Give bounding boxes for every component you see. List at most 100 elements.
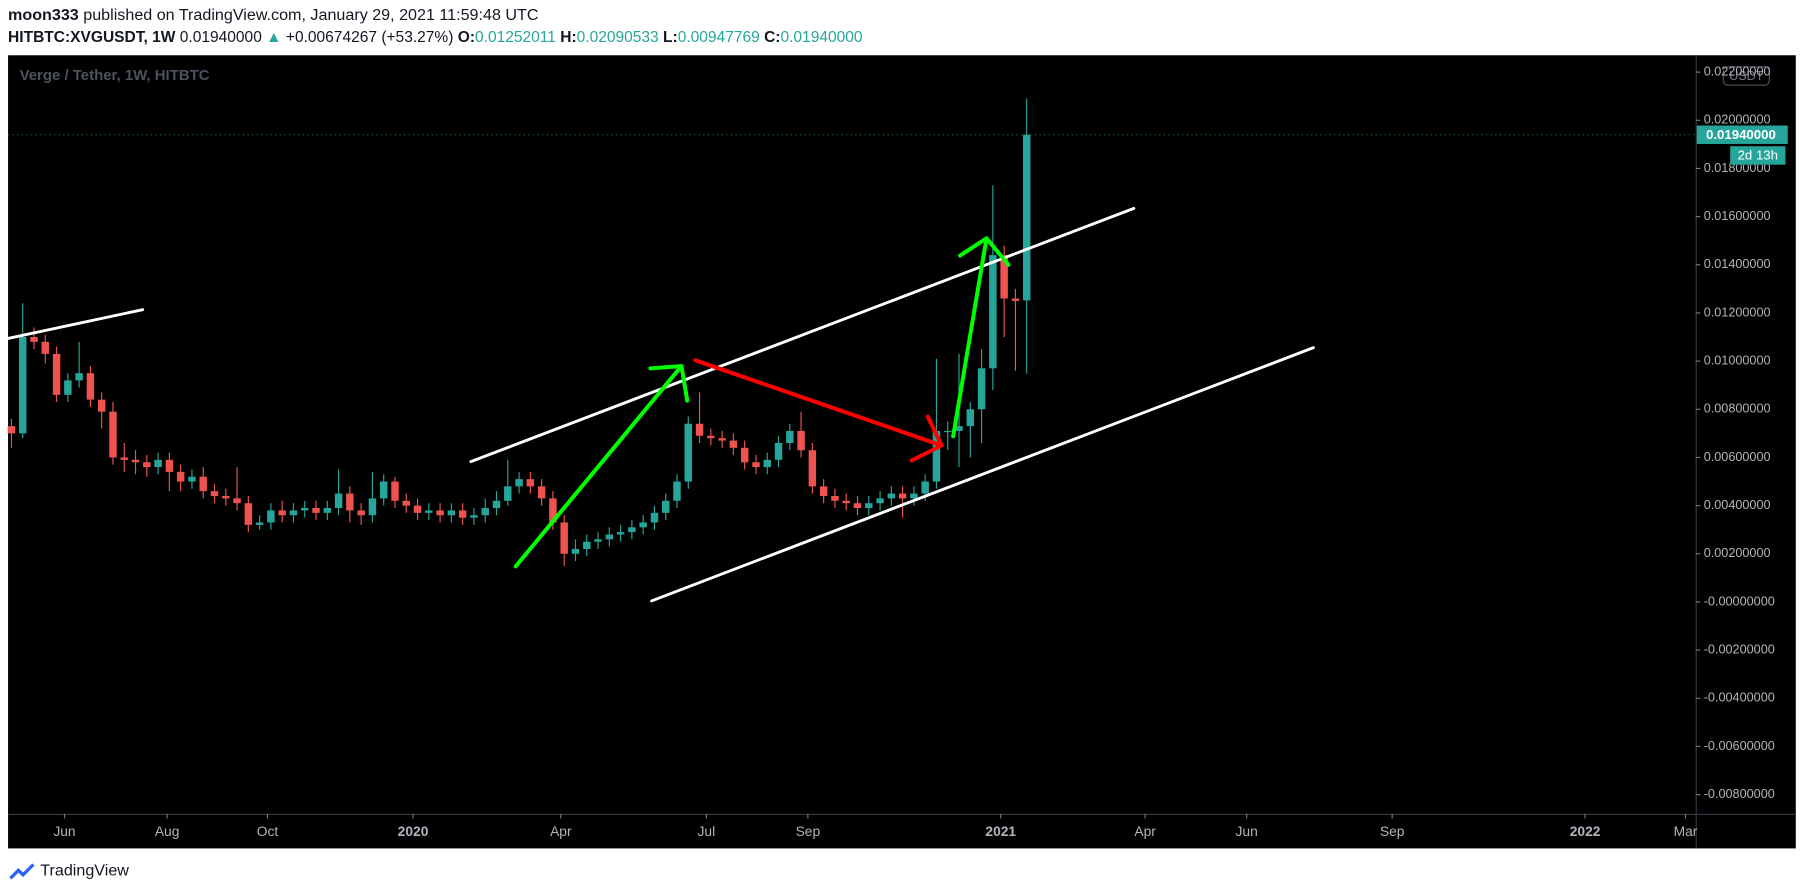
candle-body — [470, 515, 478, 518]
trend-line — [650, 346, 1315, 603]
candle-body — [515, 479, 523, 487]
candle-body — [481, 508, 489, 516]
candle-body — [323, 508, 332, 513]
candle-body — [752, 462, 760, 468]
candle-body — [233, 498, 241, 504]
candle-body — [594, 539, 602, 542]
candle-body — [255, 522, 264, 525]
candle-body — [819, 486, 828, 496]
candle-body — [786, 430, 794, 443]
candle-body — [19, 337, 27, 434]
quote-line: HITBTC:XVGUSDT, 1W 0.01940000 ▲ +0.00674… — [8, 29, 863, 46]
candle-body — [549, 498, 557, 523]
published: published on TradingView.com, January 29… — [83, 6, 539, 24]
chart-background — [8, 55, 1796, 849]
candle-body — [1000, 255, 1008, 299]
candle-body — [853, 503, 862, 509]
y-tick-label: -0.00200000 — [1704, 642, 1775, 656]
x-tick-label: Jun — [1236, 823, 1258, 839]
candle-body — [932, 430, 941, 482]
y-tick-label: 0.01400000 — [1704, 257, 1771, 271]
x-tick-label: Aug — [155, 823, 180, 839]
candle-body — [131, 459, 140, 463]
candle-body — [740, 447, 749, 463]
y-tick-label: 0.02000000 — [1704, 113, 1771, 127]
y-tick-label: 0.01000000 — [1704, 353, 1771, 367]
candle-body — [944, 430, 952, 433]
x-tick-label: Oct — [257, 823, 279, 839]
candle-body — [492, 500, 501, 509]
candle-body — [1011, 298, 1020, 301]
candle-body — [312, 508, 320, 513]
x-tick-label: Apr — [550, 823, 572, 839]
x-tick-label: Jul — [698, 823, 716, 839]
ohlc-label: H: — [560, 29, 576, 46]
symbol: HITBTC:XVGUSDT, 1W — [8, 29, 176, 46]
candle-body — [244, 503, 253, 525]
candle-body — [188, 476, 196, 482]
ohlc-label: L: — [663, 29, 678, 46]
arrow-up — [513, 364, 690, 569]
logo-icon — [9, 863, 35, 880]
candle-body — [673, 481, 681, 501]
candle-body — [86, 373, 95, 400]
candle-body — [797, 430, 805, 451]
y-tick-label: -0.00400000 — [1704, 691, 1775, 705]
candle-body — [887, 493, 896, 499]
candle-body — [425, 510, 433, 513]
candle-body — [661, 500, 670, 513]
candle-body — [334, 493, 343, 509]
candle-body — [413, 505, 422, 513]
candle-body — [165, 459, 174, 472]
candle-body — [301, 508, 309, 511]
candle-body — [154, 459, 162, 468]
arrow-up — [951, 236, 1011, 439]
candle-body — [910, 493, 918, 499]
candle-body — [278, 510, 286, 516]
trend-line — [469, 206, 1136, 464]
arrow-down — [693, 358, 944, 463]
currency: USDT — [1729, 69, 1764, 83]
y-tick-label: 0.00600000 — [1704, 450, 1771, 464]
candle-body — [120, 457, 128, 460]
candle-body — [695, 423, 704, 436]
candle-body — [210, 491, 219, 496]
candle-body — [458, 510, 467, 518]
candle-body — [7, 426, 16, 434]
candle-body — [526, 479, 535, 487]
candle-body — [966, 409, 975, 427]
y-tick-label: -0.00000000 — [1704, 594, 1775, 608]
y-tick-label: 0.00200000 — [1704, 546, 1771, 560]
x-tick-label: 2021 — [985, 823, 1016, 839]
candle-body — [199, 476, 207, 492]
ohlc-value: 0.02090533 — [577, 29, 659, 46]
candle-body — [30, 337, 38, 342]
x-tick-label: 2020 — [398, 823, 429, 839]
x-tick-label: Jun — [53, 823, 75, 839]
y-tick-label: 0.00800000 — [1704, 402, 1771, 416]
publish-line: moon333 published on TradingView.com, Ja… — [8, 6, 539, 24]
candle-body — [876, 498, 884, 504]
x-tick-label: 2022 — [1570, 823, 1601, 839]
ohlc-value: 0.01940000 — [780, 29, 862, 46]
trend-line — [6, 308, 145, 340]
candle-body — [391, 481, 399, 501]
candle-body — [176, 471, 185, 482]
candle-body — [560, 522, 568, 554]
brand: TradingView — [40, 862, 129, 880]
candle-body — [52, 353, 61, 395]
candle-body — [955, 426, 963, 431]
countdown: 2d 13h — [1738, 148, 1778, 163]
candle-body — [774, 442, 783, 460]
candle-body — [605, 534, 614, 540]
y-tick-label: -0.00800000 — [1704, 787, 1775, 801]
currency-badge — [1722, 66, 1770, 86]
candle-body — [436, 510, 444, 516]
candle-body — [222, 495, 230, 499]
candle-body — [346, 493, 354, 511]
x-tick-label: Mar — [1674, 823, 1698, 839]
ohlc-label: C: — [764, 29, 780, 46]
candle-body — [97, 399, 106, 412]
